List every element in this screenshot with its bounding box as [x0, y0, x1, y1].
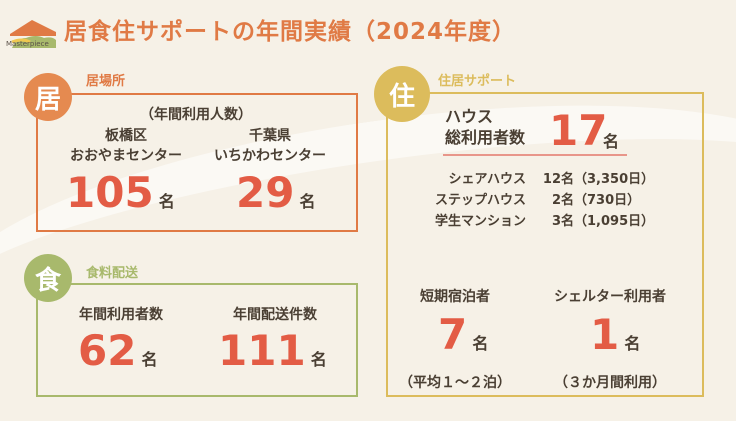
count-value: 29: [236, 168, 295, 217]
center-name: いちかわセンター: [214, 148, 326, 164]
housing-place-label: 居場所: [86, 74, 126, 89]
shelter-label: シェルター利用者: [554, 289, 666, 305]
house-days: （3,350日）: [574, 172, 655, 187]
house-count: 12名: [542, 172, 574, 187]
center-name: 千葉県: [249, 128, 291, 144]
house-days: （1,095日）: [574, 214, 655, 229]
shelter-count: 1 名: [590, 314, 640, 356]
count-value: 1: [590, 310, 620, 359]
breakdown-row: シェアハウス 12名 （3,350日）: [404, 169, 655, 190]
house-label: ハウス: [445, 107, 494, 126]
count-value: 7: [438, 310, 468, 359]
ichikawa-count: 29 名: [236, 172, 316, 214]
house-count: 3名: [551, 214, 574, 229]
residence-box: [386, 92, 704, 397]
center-name: おおやまセンター: [70, 148, 182, 164]
itabashi-count: 105 名: [66, 172, 175, 214]
food-users-count: 62 名: [78, 330, 158, 372]
house-total: ハウス 総利用者数 17 名: [443, 104, 627, 156]
unit: 名: [624, 334, 641, 353]
short-stay-note: （平均１～２泊）: [399, 375, 511, 391]
housing-place-subtitle: （年間利用人数）: [140, 107, 252, 123]
unit: 名: [472, 334, 489, 353]
total-value: 17: [549, 106, 608, 155]
house-type: シェアハウス: [448, 172, 526, 187]
count-value: 111: [218, 326, 306, 375]
page-title: 居食住サポートの年間実績（2024年度）: [64, 19, 517, 45]
food-deliveries-label: 年間配送件数: [233, 307, 317, 323]
house-breakdown: シェアハウス 12名 （3,350日） ステップハウス 2名 （730日） 学生マンショ…: [404, 169, 654, 232]
center-name: 板橋区: [105, 128, 147, 144]
unit: 名: [141, 350, 158, 369]
residence-label: 住居サポート: [438, 74, 517, 89]
unit: 名: [603, 132, 620, 151]
house-type: ステップハウス: [434, 193, 526, 208]
center-itabashi: 板橋区 おおやまセンター: [56, 126, 196, 166]
short-stay-count: 7 名: [438, 314, 488, 356]
house-type: 学生マンション: [434, 214, 526, 229]
food-label: 食料配送: [86, 266, 139, 281]
unit: 名: [310, 350, 327, 369]
food-box: [36, 283, 358, 397]
count-value: 62: [78, 326, 137, 375]
short-stay-label: 短期宿泊者: [420, 289, 490, 305]
breakdown-row: ステップハウス 2名 （730日）: [404, 190, 654, 211]
count-value: 105: [66, 168, 154, 217]
housing-place-box: [36, 93, 358, 232]
masterpiece-logo: [10, 20, 56, 48]
shelter-note: （３か月間利用）: [554, 375, 666, 391]
housing-place-icon: 居: [24, 73, 72, 121]
breakdown-row: 学生マンション 3名 （1,095日）: [404, 211, 654, 232]
food-users-label: 年間利用者数: [79, 307, 163, 323]
total-users-label: 総利用者数: [445, 128, 526, 147]
house-days: （730日）: [574, 193, 641, 208]
residence-icon: 住: [374, 66, 430, 122]
center-ichikawa: 千葉県 いちかわセンター: [200, 126, 340, 166]
house-count: 2名: [551, 193, 574, 208]
logo-text: Masterpiece: [6, 40, 49, 48]
food-deliveries-count: 111 名: [218, 330, 327, 372]
food-icon: 食: [24, 254, 72, 302]
unit: 名: [158, 192, 175, 211]
unit: 名: [299, 192, 316, 211]
